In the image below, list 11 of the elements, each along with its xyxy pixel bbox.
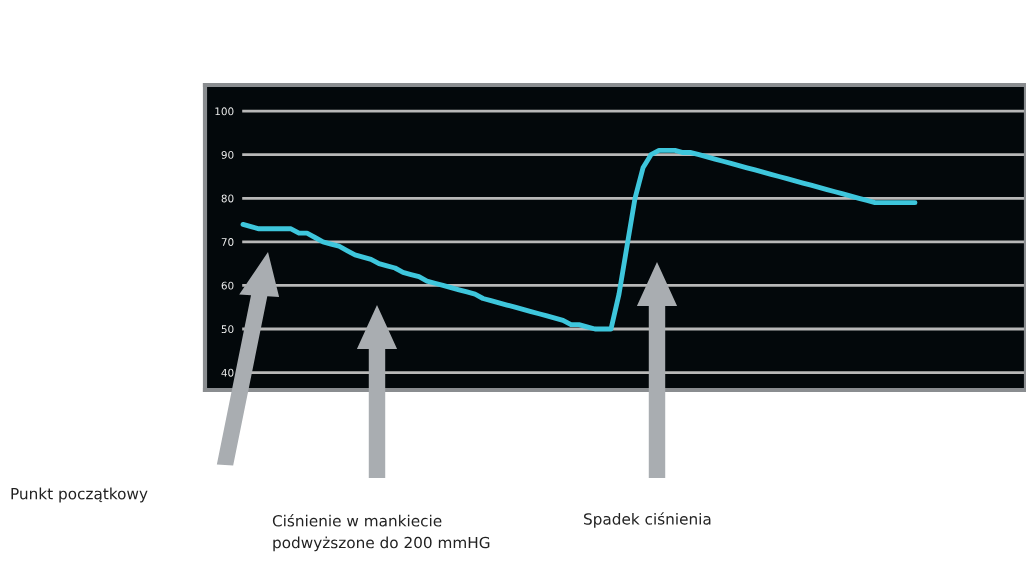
line-series: [240, 147, 918, 332]
y-tick-label: 50: [221, 325, 234, 334]
y-tick-label: 100: [215, 107, 234, 116]
y-tick-label: 90: [221, 150, 234, 159]
y-tick-label: 40: [221, 368, 234, 377]
text: Spadek ciśnienia: [584, 512, 711, 528]
y-tick-label: 70: [221, 238, 234, 246]
y-tick-label: 60: [221, 281, 234, 290]
text: Ciśnienie w mankiecie podwyższone do 200 mmHG: [272, 514, 490, 552]
y-tick-label: 80: [221, 194, 234, 203]
text: Punkt początkowy: [11, 487, 148, 503]
